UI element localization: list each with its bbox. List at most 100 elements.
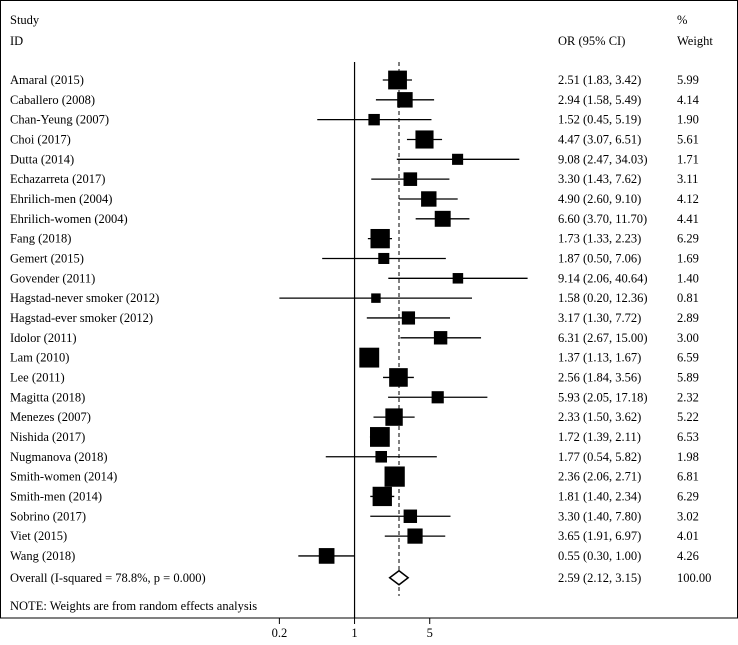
or-ci-value: 6.60 (3.70, 11.70)	[558, 212, 647, 226]
weight-value: 0.81	[677, 291, 699, 305]
weight-value: 5.89	[677, 370, 699, 384]
or-ci-value: 3.17 (1.30, 7.72)	[558, 311, 641, 325]
or-ci-value: 1.77 (0.54, 5.82)	[558, 450, 641, 464]
study-label: Fang (2018)	[10, 232, 71, 246]
or-ci-value: 1.81 (1.40, 2.34)	[558, 489, 641, 503]
header-study: Study	[10, 13, 40, 27]
study-label: Govender (2011)	[10, 271, 95, 285]
study-row: Nugmanova (2018) 1.77 (0.54, 5.82) 1.98	[10, 450, 699, 464]
study-row: Magitta (2018) 5.93 (2.05, 17.18) 2.32	[10, 390, 699, 404]
weight-square	[433, 331, 448, 345]
weight-square	[431, 391, 444, 404]
footnote: NOTE: Weights are from random effects an…	[10, 599, 257, 613]
x-tick-label: 5	[427, 626, 433, 640]
weight-value: 3.00	[677, 331, 699, 345]
study-row: Idolor (2011) 6.31 (2.67, 15.00) 3.00	[10, 331, 699, 345]
weight-value: 6.81	[677, 470, 699, 484]
study-row: Echazarreta (2017) 3.30 (1.43, 7.62) 3.11	[10, 172, 698, 186]
weight-square	[452, 153, 464, 165]
weight-value: 1.71	[677, 152, 699, 166]
weight-square	[389, 368, 408, 387]
overall-diamond	[388, 569, 410, 586]
or-ci-value: 1.58 (0.20, 12.36)	[558, 291, 648, 305]
weight-square	[397, 92, 413, 108]
or-ci-value: 3.65 (1.91, 6.97)	[558, 529, 641, 543]
or-ci-value: 9.08 (2.47, 34.03)	[558, 152, 648, 166]
weight-square	[388, 70, 407, 90]
or-ci-value: 6.31 (2.67, 15.00)	[558, 331, 648, 345]
study-row: Menezes (2007) 2.33 (1.50, 3.62) 5.22	[10, 408, 699, 426]
weight-square	[370, 228, 390, 249]
study-label: Dutta (2014)	[10, 152, 74, 166]
study-label: Lee (2011)	[10, 370, 65, 384]
study-row: Lee (2011) 2.56 (1.84, 3.56) 5.89	[10, 368, 699, 387]
weight-square	[407, 528, 423, 544]
weight-value: 4.14	[677, 93, 700, 107]
or-ci-value: 3.30 (1.40, 7.80)	[558, 509, 641, 523]
study-label: Lam (2010)	[10, 351, 69, 365]
study-row: Hagstad-never smoker (2012) 1.58 (0.20, 1…	[10, 291, 699, 305]
x-tick-label: 1	[351, 626, 357, 640]
weight-square	[421, 191, 437, 207]
weight-value: 1.90	[677, 113, 699, 127]
weight-square	[452, 273, 464, 284]
study-label: Sobrino (2017)	[10, 509, 86, 523]
study-label: Menezes (2007)	[10, 410, 91, 424]
or-ci-value: 1.72 (1.39, 2.11)	[558, 430, 641, 444]
study-label: Nugmanova (2018)	[10, 450, 108, 464]
study-row: Amaral (2015) 2.51 (1.83, 3.42) 5.99	[10, 70, 699, 90]
study-label: Echazarreta (2017)	[10, 172, 105, 186]
study-label: Viet (2015)	[10, 529, 67, 543]
or-ci-value: 3.30 (1.43, 7.62)	[558, 172, 641, 186]
overall-label: Overall (I-squared = 78.8%, p = 0.000)	[10, 571, 206, 585]
header-id: ID	[10, 34, 23, 48]
study-label: Nishida (2017)	[10, 430, 85, 444]
study-row: Chan-Yeung (2007) 1.52 (0.45, 5.19) 1.90	[10, 113, 699, 127]
weight-value: 5.99	[677, 73, 699, 87]
weight-square	[415, 130, 434, 149]
study-label: Smith-women (2014)	[10, 470, 117, 484]
weight-value: 6.53	[677, 430, 699, 444]
overall-weight: 100.00	[677, 571, 711, 585]
weight-value: 3.11	[677, 172, 698, 186]
study-row: Govender (2011) 9.14 (2.06, 40.64) 1.40	[10, 271, 699, 285]
weight-value: 4.26	[677, 549, 699, 563]
study-label: Magitta (2018)	[10, 390, 85, 404]
x-tick-label: 0.2	[272, 626, 288, 640]
or-ci-value: 1.37 (1.13, 1.67)	[558, 351, 641, 365]
weight-square	[434, 210, 451, 227]
weight-value: 1.98	[677, 450, 699, 464]
or-ci-value: 4.47 (3.07, 6.51)	[558, 132, 641, 146]
weight-value: 1.40	[677, 271, 699, 285]
study-label: Gemert (2015)	[10, 251, 84, 265]
or-ci-value: 4.90 (2.60, 9.10)	[558, 192, 641, 206]
header-weight: Weight	[677, 34, 713, 48]
study-label: Wang (2018)	[10, 549, 75, 563]
weight-value: 2.32	[677, 390, 699, 404]
study-row: Ehrilich-women (2004) 6.60 (3.70, 11.70) 4…	[10, 210, 699, 227]
weight-value: 3.02	[677, 509, 699, 523]
study-row: Lam (2010) 1.37 (1.13, 1.67) 6.59	[10, 347, 699, 368]
weight-value: 1.69	[677, 251, 699, 265]
study-label: Chan-Yeung (2007)	[10, 113, 109, 127]
study-row: Wang (2018) 0.55 (0.30, 1.00) 4.26	[10, 548, 699, 564]
study-label: Ehrilich-women (2004)	[10, 212, 128, 226]
or-ci-value: 2.36 (2.06, 2.71)	[558, 470, 641, 484]
header-or: OR (95% CI)	[558, 34, 625, 48]
study-label: Idolor (2011)	[10, 331, 77, 345]
or-ci-value: 1.52 (0.45, 5.19)	[558, 113, 641, 127]
study-row: Smith-men (2014) 1.81 (1.40, 2.34) 6.29	[10, 486, 699, 507]
weight-square	[375, 450, 388, 463]
study-row: Gemert (2015) 1.87 (0.50, 7.06) 1.69	[10, 251, 699, 265]
header-weight-symbol: %	[677, 13, 687, 27]
study-row: Viet (2015) 3.65 (1.91, 6.97) 4.01	[10, 528, 699, 544]
weight-value: 5.22	[677, 410, 699, 424]
weight-value: 4.01	[677, 529, 699, 543]
study-label: Hagstad-ever smoker (2012)	[10, 311, 153, 325]
weight-square	[403, 172, 418, 186]
weight-square	[368, 113, 380, 126]
weight-value: 4.41	[677, 212, 699, 226]
study-label: Hagstad-never smoker (2012)	[10, 291, 159, 305]
weight-value: 5.61	[677, 132, 699, 146]
or-ci-value: 1.73 (1.33, 2.23)	[558, 232, 641, 246]
